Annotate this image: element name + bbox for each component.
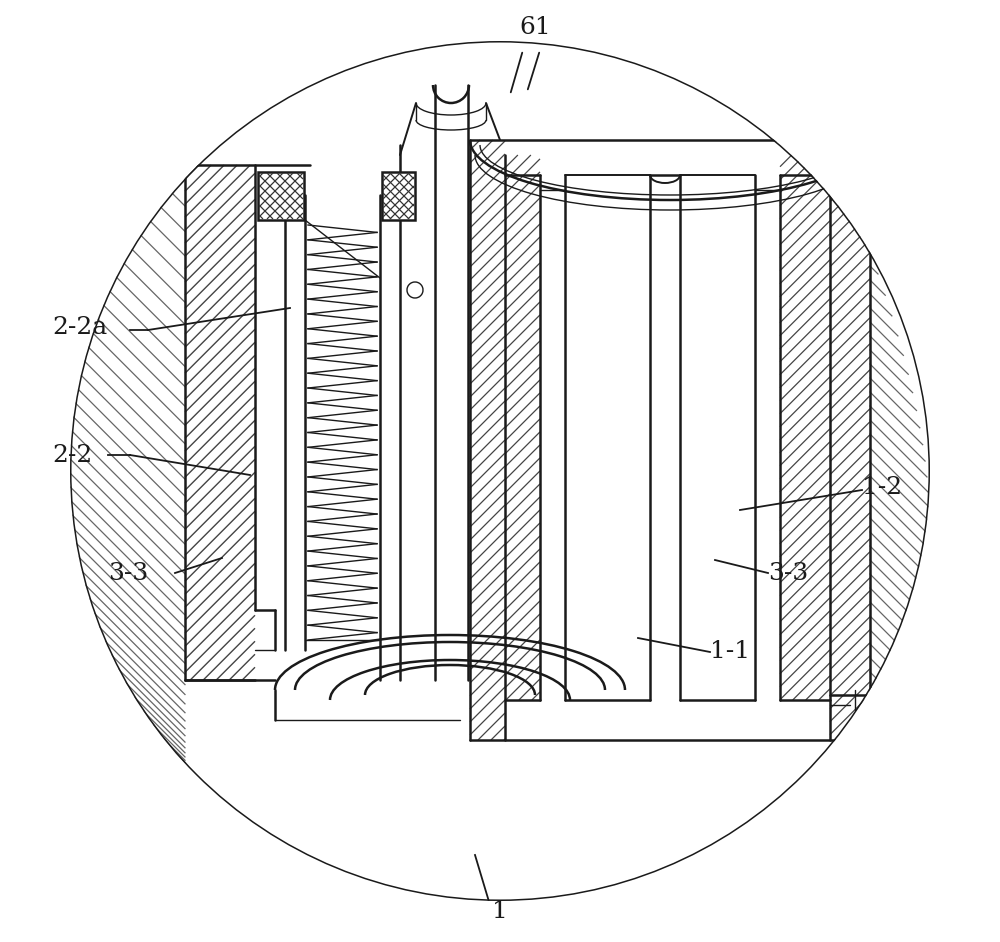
Text: 61: 61 [519, 17, 551, 40]
Text: 3-3: 3-3 [108, 561, 148, 584]
Bar [382, 172, 415, 220]
Text: 2-2a: 2-2a [52, 317, 107, 339]
Text: 2-2: 2-2 [52, 444, 92, 466]
Text: 1-1: 1-1 [710, 641, 750, 663]
Text: 3-3: 3-3 [768, 561, 808, 584]
Text: 1-2: 1-2 [862, 476, 902, 498]
Text: 1: 1 [492, 901, 508, 923]
Bar [258, 172, 304, 220]
